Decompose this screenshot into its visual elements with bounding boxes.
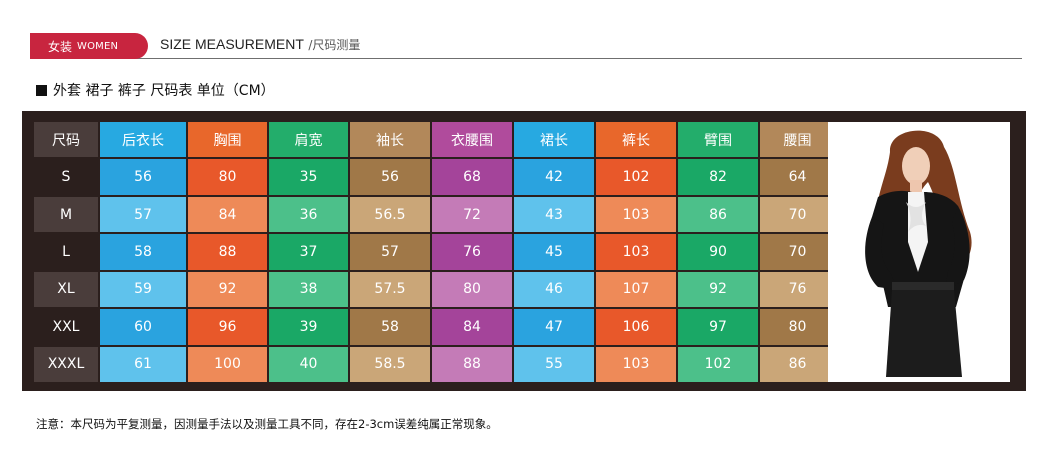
badge-label-en: WOMEN xyxy=(77,40,119,52)
table-cell: 80 xyxy=(188,159,267,195)
table-cell: 57 xyxy=(100,196,186,233)
model-photo xyxy=(828,122,1010,382)
table-cell: 96 xyxy=(188,309,267,345)
table-cell: 102 xyxy=(678,346,758,382)
table-cell: 107 xyxy=(596,271,676,308)
table-cell: 38 xyxy=(269,271,348,308)
table-cell: 56 xyxy=(350,159,430,195)
section-header: 女装 WOMEN SIZE MEASUREMENT /尺码测量 xyxy=(30,33,1022,59)
size-chart-frame: 尺码 后衣长 胸围 肩宽 袖长 衣腰围 裙长 裤长 臂围 腰围 S 56 80 35 56 68 42 102 82… xyxy=(22,111,1026,391)
table-cell: 88 xyxy=(432,346,512,382)
size-label-cell: XXL xyxy=(34,309,98,345)
table-cell: 88 xyxy=(188,234,267,270)
table-cell: 100 xyxy=(188,346,267,382)
table-subtitle: 外套 裙子 裤子 尺码表 单位（CM） xyxy=(36,80,275,100)
table-cell: 56 xyxy=(100,159,186,195)
table-cell: 92 xyxy=(678,271,758,308)
model-illustration xyxy=(828,122,1010,382)
table-cell: 40 xyxy=(269,346,348,382)
table-header-cell: 袖长 xyxy=(350,122,430,158)
table-cell: 84 xyxy=(432,309,512,345)
table-cell: 36 xyxy=(269,196,348,233)
table-cell: 57 xyxy=(350,234,430,270)
table-cell: 70 xyxy=(760,234,835,270)
table-cell: 103 xyxy=(596,346,676,382)
table-header-cell: 后衣长 xyxy=(100,122,186,158)
table-cell: 103 xyxy=(596,196,676,233)
table-cell: 76 xyxy=(432,234,512,270)
size-label-cell: XL xyxy=(34,271,98,308)
table-cell: 57.5 xyxy=(350,271,430,308)
table-subtitle-text: 外套 裙子 裤子 尺码表 单位（CM） xyxy=(53,83,275,99)
table-cell: 84 xyxy=(188,196,267,233)
table-cell: 60 xyxy=(100,309,186,345)
table-cell: 61 xyxy=(100,346,186,382)
table-cell: 46 xyxy=(514,271,594,308)
table-cell: 97 xyxy=(678,309,758,345)
size-label-cell: L xyxy=(34,234,98,270)
section-title: SIZE MEASUREMENT /尺码测量 xyxy=(160,36,360,53)
table-cell: 82 xyxy=(678,159,758,195)
table-cell: 35 xyxy=(269,159,348,195)
table-cell: 39 xyxy=(269,309,348,345)
section-title-cn: /尺码测量 xyxy=(308,38,361,52)
table-cell: 59 xyxy=(100,271,186,308)
table-header-cell: 腰围 xyxy=(760,122,835,158)
table-cell: 80 xyxy=(760,309,835,345)
table-header-cell: 胸围 xyxy=(188,122,267,158)
table-cell: 106 xyxy=(596,309,676,345)
section-title-en: SIZE MEASUREMENT xyxy=(160,36,304,52)
table-cell: 80 xyxy=(432,271,512,308)
table-cell: 58 xyxy=(350,309,430,345)
table-cell: 47 xyxy=(514,309,594,345)
table-cell: 102 xyxy=(596,159,676,195)
size-chart-table: 尺码 后衣长 胸围 肩宽 袖长 衣腰围 裙长 裤长 臂围 腰围 S 56 80 35 56 68 42 102 82… xyxy=(34,122,835,382)
table-cell: 72 xyxy=(432,196,512,233)
table-cell: 103 xyxy=(596,234,676,270)
table-cell: 56.5 xyxy=(350,196,430,233)
size-label-cell: XXXL xyxy=(34,346,98,382)
table-cell: 90 xyxy=(678,234,758,270)
table-header-cell: 臂围 xyxy=(678,122,758,158)
table-cell: 64 xyxy=(760,159,835,195)
table-cell: 76 xyxy=(760,271,835,308)
table-cell: 55 xyxy=(514,346,594,382)
table-header-cell: 尺码 xyxy=(34,122,98,158)
table-cell: 43 xyxy=(514,196,594,233)
size-label-cell: M xyxy=(34,196,98,233)
table-header-cell: 衣腰围 xyxy=(432,122,512,158)
table-cell: 42 xyxy=(514,159,594,195)
table-header-cell: 肩宽 xyxy=(269,122,348,158)
table-cell: 58 xyxy=(100,234,186,270)
table-cell: 37 xyxy=(269,234,348,270)
table-cell: 92 xyxy=(188,271,267,308)
table-cell: 86 xyxy=(760,346,835,382)
table-cell: 58.5 xyxy=(350,346,430,382)
women-badge: 女装 WOMEN xyxy=(30,33,148,59)
header-divider xyxy=(30,58,1022,59)
table-header-cell: 裙长 xyxy=(514,122,594,158)
badge-label-cn: 女装 xyxy=(48,39,73,54)
table-cell: 70 xyxy=(760,196,835,233)
size-label-cell: S xyxy=(34,159,98,195)
table-cell: 68 xyxy=(432,159,512,195)
table-cell: 45 xyxy=(514,234,594,270)
bullet-square-icon xyxy=(36,84,47,96)
table-header-cell: 裤长 xyxy=(596,122,676,158)
table-cell: 86 xyxy=(678,196,758,233)
measurement-note: 注意：本尺码为平复测量，因测量手法以及测量工具不同，存在2-3cm误差纯属正常现… xyxy=(36,417,498,431)
